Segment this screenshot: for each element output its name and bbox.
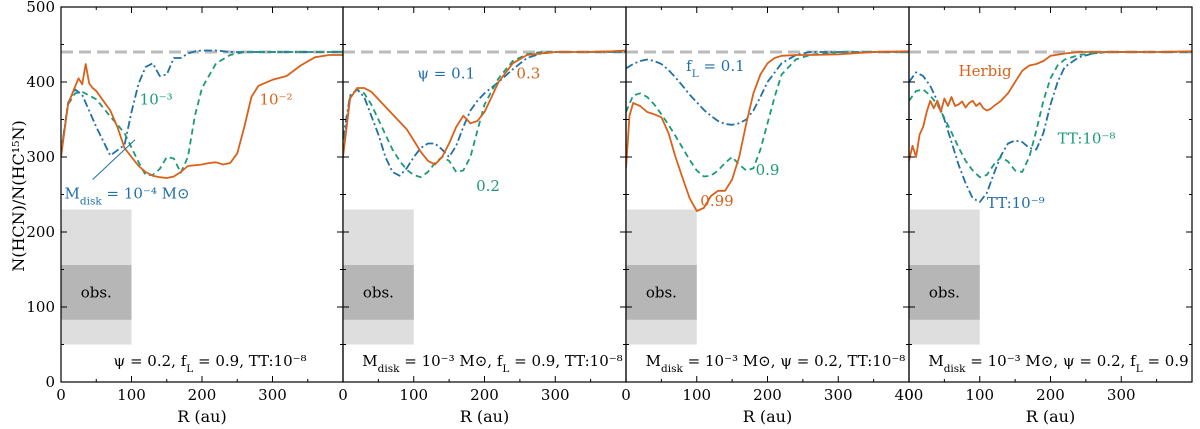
chart-panels: obs. Mdisk = 10⁻⁴ M⊙ 10⁻³ 10⁻² ψ = 0.2, fL =… — [26, 0, 1193, 426]
series-line-green — [61, 51, 343, 176]
x-tick-label: 100 — [117, 386, 146, 404]
series-annotation: 0.3 — [516, 64, 540, 82]
series-line-green — [343, 51, 626, 179]
panel-2: obs. ψ = 0.1 0.2 0.3 Mdisk = 10⁻³ M⊙, fL = 0… — [338, 6, 627, 426]
panel-caption: Mdisk = 10⁻³ M⊙, ψ = 0.2, TT:10⁻⁸ — [646, 352, 906, 375]
panel-caption: Mdisk = 10⁻³ M⊙, ψ = 0.2, fL = 0.9 — [928, 352, 1188, 375]
y-tick-label: 100 — [26, 298, 55, 316]
panel-3: obs. fL = 0.1 0.9 0.99 Mdisk = 10⁻³ M⊙, ψ = … — [621, 6, 924, 426]
obs-label: obs. — [929, 283, 960, 301]
series-line-orange — [626, 50, 909, 212]
obs-inner-band — [626, 265, 697, 320]
x-tick-label: 100 — [682, 386, 711, 404]
series-annotation: TT:10⁻⁹ — [987, 194, 1045, 212]
obs-label: obs. — [363, 283, 394, 301]
obs-label: obs. — [646, 283, 677, 301]
y-axis-label: N(HCN)/N(HC¹⁵N) — [9, 120, 28, 272]
obs-label: obs. — [81, 283, 112, 301]
series-annotation: TT:10⁻⁸ — [1058, 130, 1116, 148]
series-line-green — [626, 51, 909, 178]
series-line-green — [909, 51, 1192, 179]
x-tick-label: 0 — [621, 386, 631, 404]
series-annotation: 10⁻³ — [140, 91, 173, 109]
series-annotation: 0.2 — [476, 177, 500, 195]
x-tick-label: 300 — [258, 386, 287, 404]
series-line-orange — [909, 50, 1192, 162]
obs-inner-band — [343, 265, 414, 320]
x-tick-label: 400 — [895, 386, 924, 404]
x-tick-label: 0 — [904, 386, 914, 404]
series-annotation: 10⁻² — [260, 91, 293, 109]
x-tick-label: 200 — [188, 386, 217, 404]
y-tick-label: 400 — [26, 73, 55, 91]
series-line-orange — [61, 54, 343, 179]
series-line-blue — [343, 51, 626, 177]
series-annotation: 0.99 — [700, 192, 733, 210]
series-annotation: fL = 0.1 — [686, 57, 745, 80]
x-tick-label: 0 — [56, 386, 66, 404]
x-axis-label: R (au) — [177, 407, 226, 426]
y-tick-label: 0 — [45, 373, 55, 391]
obs-inner-band — [909, 265, 980, 320]
y-tick-label: 200 — [26, 223, 55, 241]
series-line-blue — [626, 51, 909, 126]
y-tick-label: 300 — [26, 148, 55, 166]
x-axis-label: R (au) — [460, 407, 509, 426]
panel-1: obs. Mdisk = 10⁻⁴ M⊙ 10⁻³ 10⁻² ψ = 0.2, fL =… — [26, 0, 344, 426]
x-tick-label: 300 — [824, 386, 853, 404]
series-annotation: Herbig — [959, 62, 1013, 80]
series-line-blue — [61, 49, 343, 157]
series-line-orange — [343, 49, 626, 166]
series-annotation: Mdisk = 10⁻⁴ M⊙ — [65, 184, 190, 207]
x-tick-label: 200 — [470, 386, 499, 404]
x-tick-label: 200 — [1036, 386, 1065, 404]
annotation-pointer — [92, 139, 136, 180]
panel-4: obs. TT:10⁻⁹ TT:10⁻⁸ Herbig Mdisk = 10⁻³ M⊙,… — [904, 6, 1193, 426]
obs-inner-band — [61, 265, 132, 320]
series-annotation: 0.9 — [756, 161, 780, 179]
x-tick-label: 300 — [1107, 386, 1136, 404]
x-axis-label: R (au) — [743, 407, 792, 426]
panel-caption: ψ = 0.2, fL = 0.9, TT:10⁻⁸ — [113, 352, 306, 375]
y-tick-label: 500 — [26, 0, 55, 16]
panel-caption: Mdisk = 10⁻³ M⊙, fL = 0.9, TT:10⁻⁸ — [362, 352, 622, 375]
x-tick-label: 200 — [753, 386, 782, 404]
x-tick-label: 300 — [541, 386, 570, 404]
x-axis-label: R (au) — [1026, 407, 1075, 426]
x-tick-label: 100 — [965, 386, 994, 404]
series-annotation: ψ = 0.1 — [417, 64, 475, 82]
series-line-blue — [909, 51, 1192, 203]
x-tick-label: 0 — [338, 386, 348, 404]
x-tick-label: 100 — [399, 386, 428, 404]
